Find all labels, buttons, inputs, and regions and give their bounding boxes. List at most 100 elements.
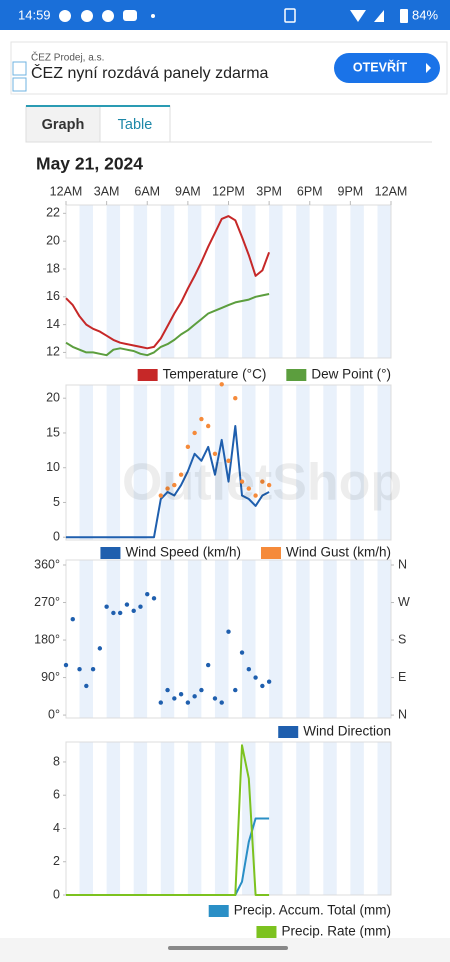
hour-stripe (174, 742, 188, 895)
data-point (266, 679, 272, 684)
y2-tick-label: S (398, 632, 406, 646)
y-tick-label: 360° (34, 557, 60, 571)
hour-stripe (363, 560, 378, 718)
data-point (199, 687, 204, 693)
hour-stripe (269, 560, 283, 718)
hour-stripe (377, 560, 391, 718)
hour-stripe (147, 742, 161, 895)
hour-stripe (214, 385, 229, 540)
ad-headline: ČEZ nyní rozdává panely zdarma (31, 63, 269, 82)
hour-stripe (336, 205, 351, 358)
hour-stripe (133, 560, 148, 718)
legend-swatch (208, 905, 229, 917)
y-tick-label: 90° (41, 670, 60, 684)
x-tick-label: 12AM (375, 184, 408, 198)
hour-stripe (201, 385, 215, 540)
hour-stripe (296, 742, 310, 895)
home-handle[interactable] (168, 946, 288, 950)
series-line (66, 425, 270, 539)
ad-button-label: OTEVŘÍT (353, 59, 408, 74)
hour-stripe (228, 560, 243, 718)
hour-stripe (282, 742, 297, 895)
hour-stripe (187, 560, 202, 718)
data-point (70, 616, 75, 622)
hour-stripe (160, 742, 175, 895)
legend-label: Wind Direction (303, 724, 391, 739)
status-icons (59, 8, 408, 23)
hour-stripe (323, 385, 337, 540)
ad-button[interactable] (334, 53, 440, 83)
hour-stripe (133, 385, 148, 540)
ad-close[interactable] (12, 77, 27, 92)
hour-stripe (309, 385, 324, 540)
hour-stripe (187, 385, 202, 540)
y2-tick-label: N (398, 557, 407, 571)
legend-label: Precip. Accum. Total (mm) (234, 903, 391, 918)
data-point (97, 646, 103, 651)
date-title: May 21, 2024 (36, 154, 143, 174)
hour-stripe (323, 205, 337, 358)
data-point (239, 479, 245, 484)
hour-stripe (174, 385, 188, 540)
x-tick-label: 3AM (94, 184, 120, 198)
data-point (212, 696, 218, 701)
y-tick-label: 5 (53, 495, 60, 509)
hour-stripe (296, 385, 310, 540)
y-tick-label: 0° (48, 707, 60, 721)
legend-label: Wind Speed (km/h) (125, 545, 241, 560)
legend-swatch (256, 926, 277, 938)
hour-stripe (228, 205, 243, 358)
hour-stripe (296, 205, 310, 358)
hour-stripe (120, 560, 134, 718)
y-tick-label: 8 (53, 754, 60, 768)
hour-stripe (296, 560, 310, 718)
hour-stripe (174, 205, 188, 358)
hour-stripe (323, 560, 337, 718)
legend-swatch (137, 369, 158, 381)
data-point (233, 687, 238, 693)
y-tick-label: 15 (46, 425, 60, 439)
hour-stripe (201, 560, 215, 718)
hour-stripe (133, 742, 148, 895)
hour-stripe (282, 560, 297, 718)
y-tick-label: 22 (46, 206, 60, 220)
legend-swatch (278, 726, 299, 738)
hour-stripe (160, 560, 175, 718)
hour-stripe (377, 385, 391, 540)
data-point (63, 662, 69, 668)
data-point (178, 692, 184, 697)
tab[interactable] (25, 105, 101, 143)
hour-stripe (282, 385, 297, 540)
hour-stripe (214, 560, 229, 718)
data-point (260, 479, 265, 484)
hour-stripe (363, 742, 378, 895)
series-line (65, 215, 271, 350)
data-point (233, 396, 238, 401)
hour-stripe (79, 560, 94, 718)
hour-stripe (242, 205, 256, 358)
hour-stripe (66, 385, 80, 540)
hour-stripe (350, 560, 364, 718)
y2-tick-label: W (398, 595, 410, 609)
x-tick-label: 12AM (50, 184, 83, 198)
hour-stripe (120, 742, 134, 895)
tab-label: Table (118, 117, 153, 133)
hour-stripe (336, 560, 351, 718)
hour-stripe (255, 205, 270, 358)
hour-stripe (242, 560, 256, 718)
data-point (77, 667, 82, 672)
tab[interactable] (99, 105, 171, 143)
hour-stripe (201, 742, 215, 895)
data-point (192, 430, 197, 436)
ad-choices[interactable] (12, 61, 27, 76)
data-point (165, 687, 170, 693)
data-point (212, 451, 218, 457)
hour-stripe (363, 385, 378, 540)
data-point (199, 416, 204, 422)
data-point (172, 696, 177, 701)
hour-stripe (323, 742, 337, 895)
data-point (158, 700, 163, 705)
hour-stripe (309, 560, 324, 718)
hour-stripe (228, 385, 243, 540)
